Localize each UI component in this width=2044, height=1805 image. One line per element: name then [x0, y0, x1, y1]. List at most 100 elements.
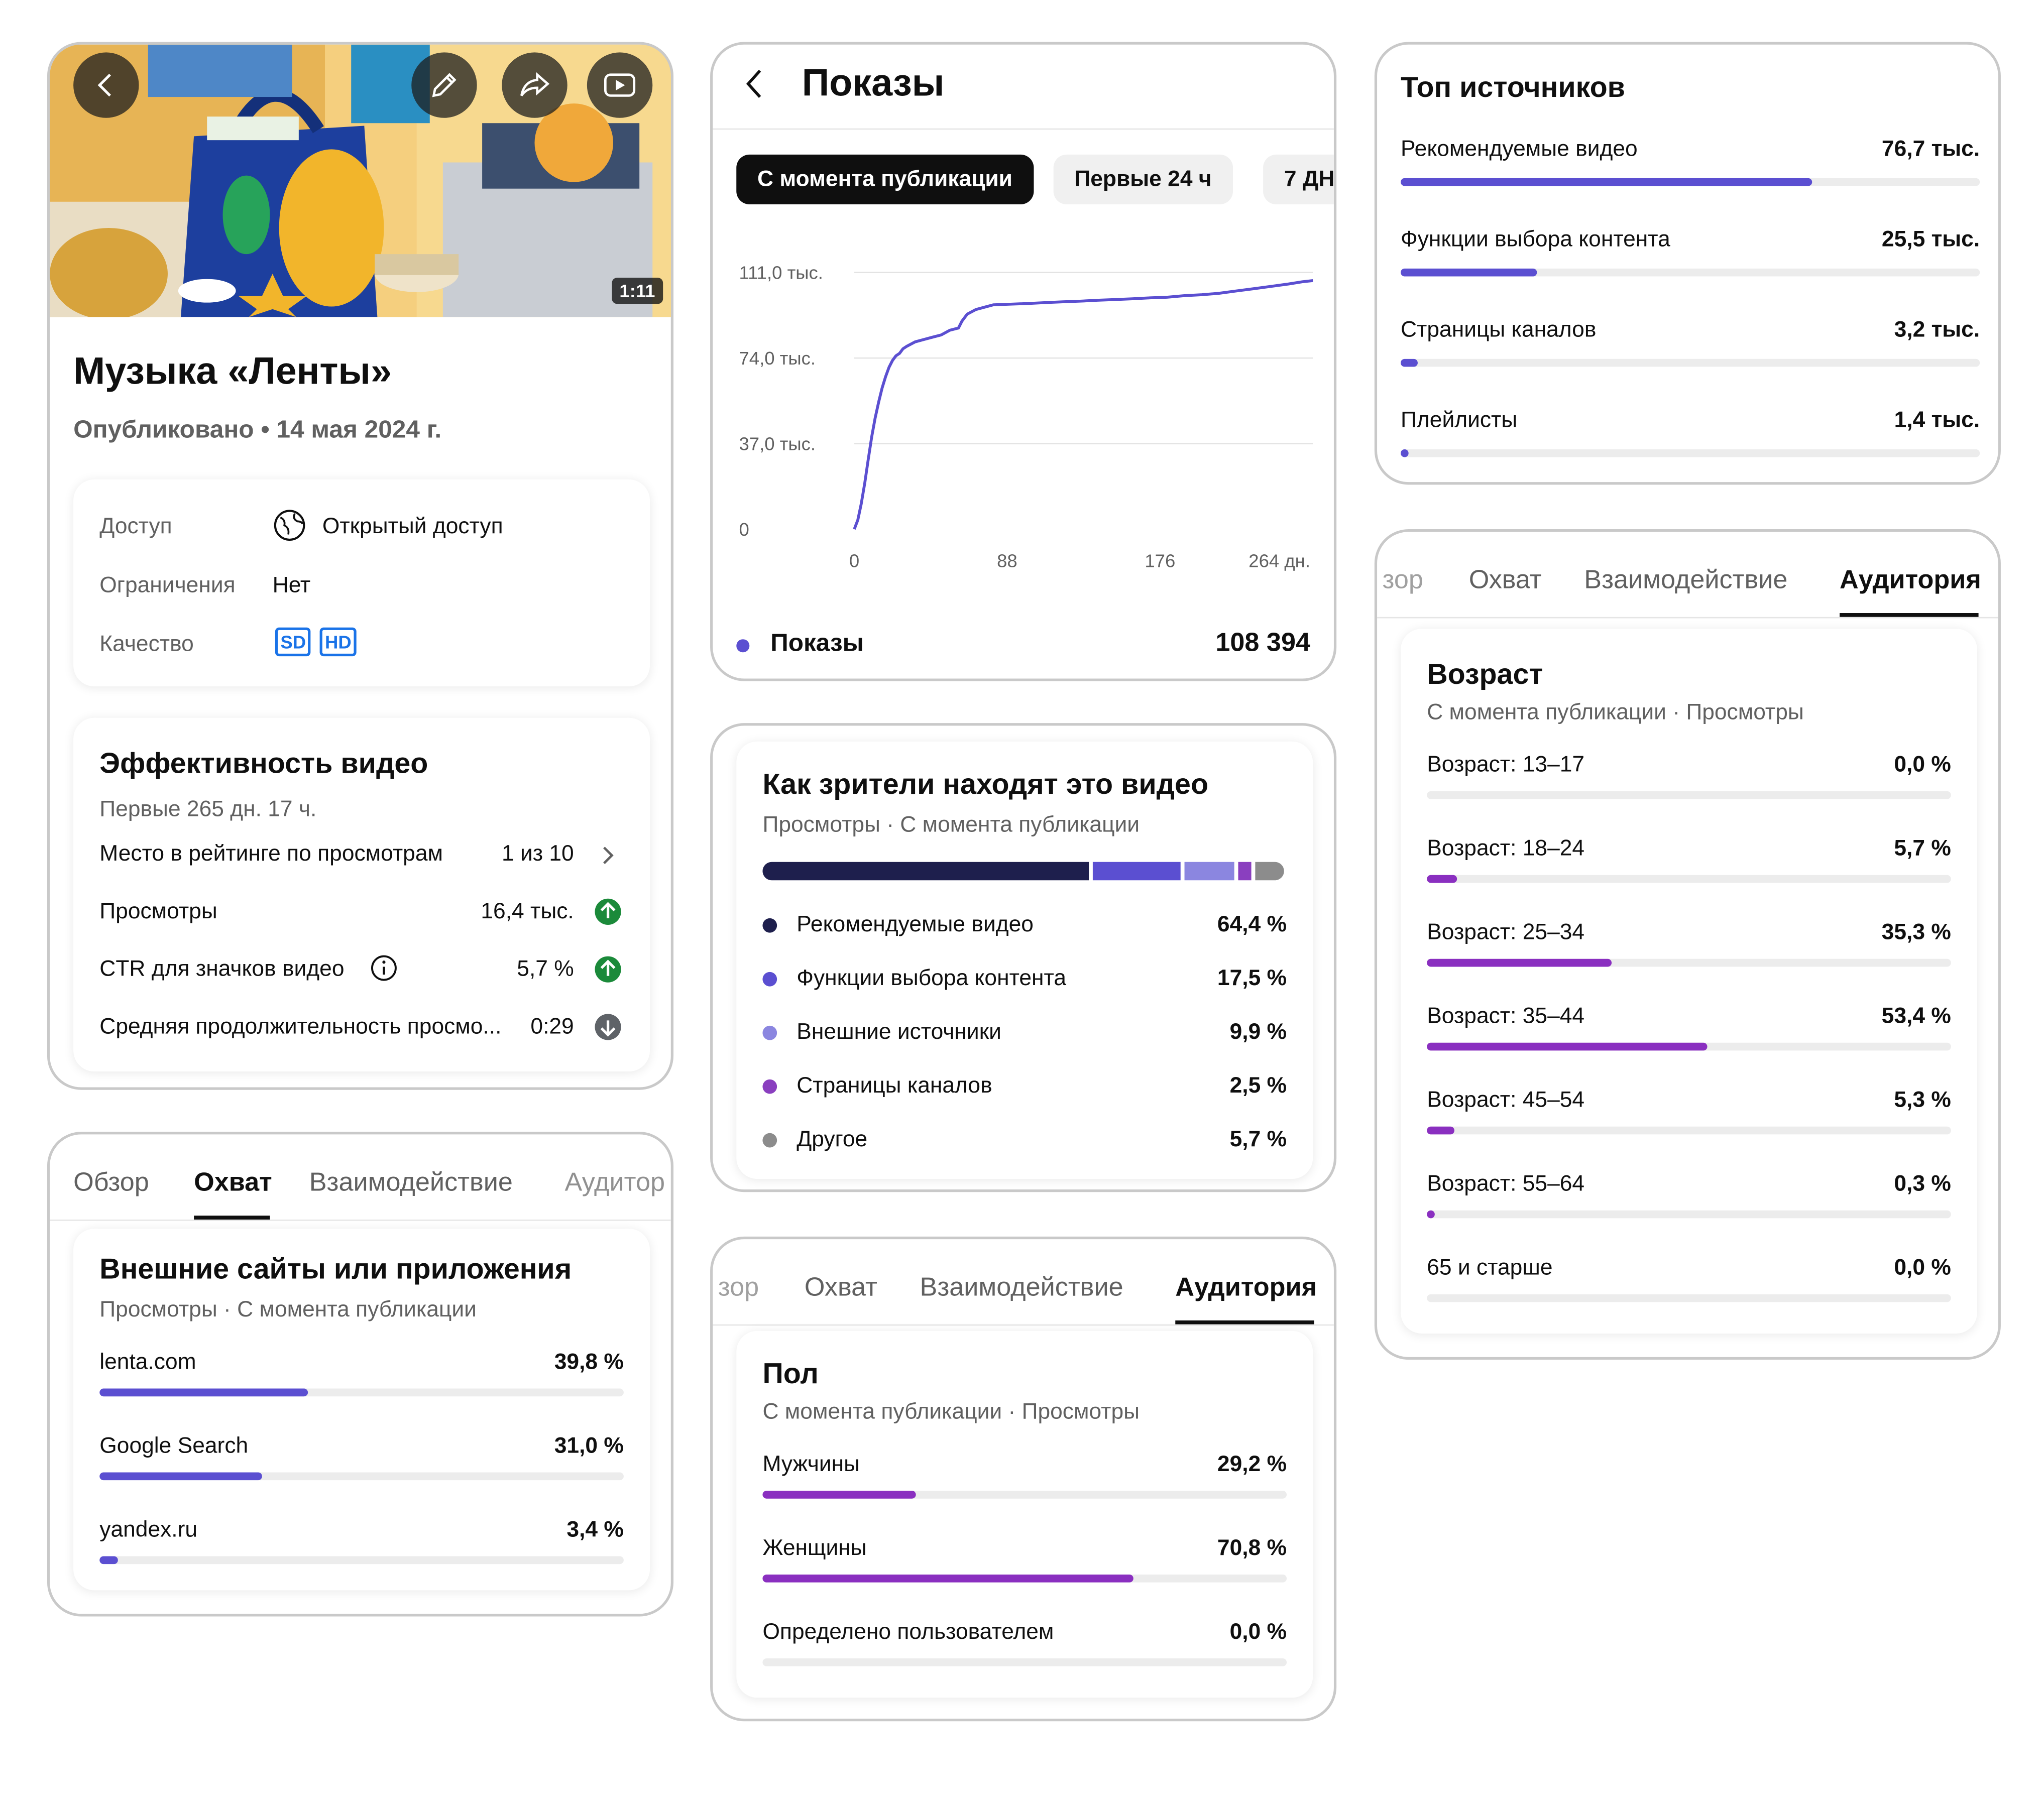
gender-row-value: 70,8 %: [1217, 1535, 1287, 1560]
back-button[interactable]: [73, 52, 139, 118]
legend-dot: [736, 639, 750, 653]
age-row-label: Возраст: 35–44: [1427, 1003, 1585, 1029]
site-row-bar-track: [99, 1388, 624, 1397]
age-subtitle: С момента публикации · Просмотры: [1427, 699, 1804, 725]
sd-badge: SD: [275, 627, 311, 657]
series-line-impressions: [853, 279, 1313, 530]
gender-row-value: 29,2 %: [1217, 1451, 1287, 1477]
source-row-bar-track: [1401, 358, 1980, 367]
age-row-bar-fill: [1427, 958, 1612, 967]
rank-row[interactable]: Место в рейтинге по просмотрам 1 из 10: [73, 836, 650, 883]
age-card: зор Охват Взаимодействие Аудитория Возра…: [1374, 529, 2001, 1360]
tab-overview[interactable]: Обзор: [73, 1168, 149, 1197]
gender-card: зор Охват Взаимодействие Аудитория Пол С…: [710, 1236, 1337, 1722]
tab-divider: [1377, 617, 1998, 619]
gender-title: Пол: [762, 1357, 819, 1390]
tab-divider: [713, 1324, 1334, 1326]
source-row-value: 25,5 тыс.: [1881, 226, 1980, 252]
age-row-bar-track: [1427, 1210, 1951, 1219]
stacked-segment: [1184, 862, 1235, 881]
site-row: yandex.ru 3,4 %: [73, 1517, 650, 1601]
gender-row-bar-track: [762, 1575, 1287, 1583]
source-row-value: 76,7 тыс.: [1881, 136, 1980, 161]
age-row: 65 и старше 0,0 %: [1401, 1255, 1977, 1339]
chip-since-publish[interactable]: С момента публикации: [736, 154, 1034, 205]
source-row-bar-fill: [1401, 178, 1812, 186]
gender-subtitle: С момента публикации · Просмотры: [762, 1399, 1140, 1424]
site-row: lenta.com 39,8 %: [73, 1349, 650, 1433]
source-row-bar-track: [1401, 449, 1980, 457]
tab-audience[interactable]: Аудитор: [564, 1168, 665, 1197]
youtube-button[interactable]: [587, 52, 653, 118]
tab-reach[interactable]: Охват: [194, 1168, 272, 1197]
tab-engagement[interactable]: Взаимодействие: [1584, 566, 1788, 595]
video-info-panel: Доступ Открытый доступ Ограничения Нет К…: [73, 479, 650, 687]
edit-button[interactable]: [411, 52, 477, 118]
back-icon: [97, 73, 111, 97]
performance-title: Эффективность видео: [99, 747, 428, 780]
access-value: Открытый доступ: [322, 513, 503, 539]
top-sources-title: Топ источников: [1401, 70, 1625, 104]
gender-row-label: Определено пользователем: [762, 1619, 1054, 1644]
y-tick-label: 111,0 тыс.: [739, 263, 823, 283]
chevron-right-icon: [603, 847, 614, 864]
x-tick-label: 264 дн.: [1248, 551, 1310, 571]
age-row-bar-fill: [1427, 1042, 1707, 1051]
traffic-source-value: 64,4 %: [1217, 911, 1287, 937]
source-row-bar-track: [1401, 178, 1980, 186]
stacked-segment: [1238, 862, 1252, 881]
stacked-share-bar: [762, 862, 1284, 881]
age-panel: Возраст С момента публикации · Просмотры…: [1401, 629, 1977, 1334]
restrictions-value: Нет: [272, 572, 311, 597]
external-sites-subtitle: Просмотры · С момента публикации: [99, 1296, 477, 1322]
age-row-bar-track: [1427, 875, 1951, 883]
chip-first-24h[interactable]: Первые 24 ч: [1053, 154, 1233, 205]
age-row-value: 53,4 %: [1881, 1003, 1951, 1029]
tab-reach[interactable]: Охват: [804, 1273, 877, 1302]
external-sites-panel: Внешние сайты или приложения Просмотры ·…: [73, 1229, 650, 1591]
age-row-bar-track: [1427, 1042, 1951, 1051]
age-title: Возраст: [1427, 657, 1543, 690]
tab-overview[interactable]: зор: [1382, 566, 1423, 595]
source-row: Рекомендуемые видео 76,7 тыс.: [1377, 136, 1998, 226]
traffic-source-label: Функции выбора контента: [797, 965, 1067, 991]
site-row-bar-track: [99, 1472, 624, 1481]
views-row: Просмотры 16,4 тыс.: [73, 893, 650, 940]
traffic-source-label: Страницы каналов: [797, 1072, 992, 1098]
site-row-label: yandex.ru: [99, 1517, 198, 1542]
traffic-sources-card: Как зрители находят это видео Просмотры …: [710, 723, 1337, 1192]
duration-badge: 1:11: [611, 278, 663, 304]
traffic-source-value: 17,5 %: [1217, 965, 1287, 991]
performance-panel: Эффективность видео Первые 265 дн. 17 ч.…: [73, 717, 650, 1072]
age-row-label: 65 и старше: [1427, 1255, 1553, 1280]
source-row-bar-fill: [1401, 268, 1538, 277]
age-row: Возраст: 13–17 0,0 %: [1401, 752, 1977, 836]
tab-audience[interactable]: Аудитория: [1175, 1273, 1317, 1302]
traffic-sources-title: Как зрители находят это видео: [762, 767, 1209, 801]
age-row-value: 0,0 %: [1894, 752, 1951, 777]
quality-label: Качество: [99, 631, 194, 657]
legend-label: Показы: [770, 630, 864, 658]
share-button[interactable]: [502, 52, 567, 118]
tab-engagement[interactable]: Взаимодействие: [920, 1273, 1123, 1302]
gender-row: Женщины 70,8 %: [736, 1535, 1313, 1619]
legend-dot: [762, 1133, 777, 1148]
age-row-value: 0,0 %: [1894, 1255, 1951, 1280]
ctr-label: CTR для значков видео: [99, 956, 345, 982]
video-thumbnail[interactable]: 1:11: [50, 44, 671, 317]
rank-value: 1 из 10: [501, 840, 574, 866]
tab-overview[interactable]: зор: [718, 1273, 759, 1302]
tab-engagement[interactable]: Взаимодействие: [309, 1168, 513, 1197]
site-row-bar-fill: [99, 1472, 262, 1481]
source-row-bar-fill: [1401, 449, 1409, 457]
back-icon[interactable]: [742, 65, 768, 102]
chip-7-days[interactable]: 7 ДН: [1263, 154, 1334, 205]
tab-audience[interactable]: Аудитория: [1840, 566, 1981, 595]
gender-row-label: Женщины: [762, 1535, 867, 1560]
info-icon[interactable]: [370, 953, 398, 982]
legend-value: 108 394: [1215, 629, 1310, 658]
tab-reach[interactable]: Охват: [1468, 566, 1542, 595]
access-label: Доступ: [99, 513, 172, 539]
globe-icon: [274, 510, 305, 541]
age-row-value: 5,3 %: [1894, 1087, 1951, 1113]
